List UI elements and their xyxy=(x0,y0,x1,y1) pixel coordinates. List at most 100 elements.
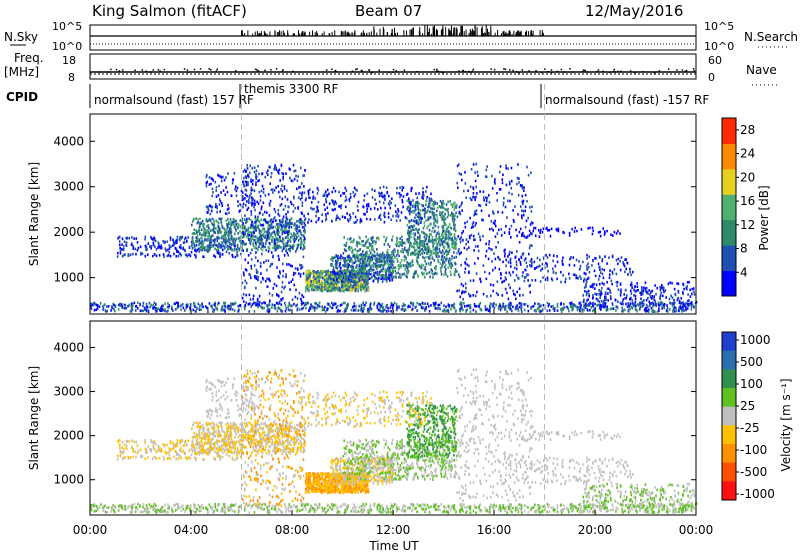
power-point xyxy=(207,309,209,313)
power-point xyxy=(263,230,266,233)
freq-panel: Freq. [MHz] 18 8 60 0 Nave xyxy=(4,51,778,86)
power-point xyxy=(479,307,482,311)
power-point xyxy=(423,221,426,224)
power-point xyxy=(234,301,237,305)
power-point xyxy=(439,199,442,203)
power-point xyxy=(236,186,239,190)
power-point xyxy=(403,308,406,311)
power-point xyxy=(446,215,449,219)
power-point xyxy=(177,301,179,305)
power-point xyxy=(394,250,397,253)
power-point xyxy=(408,230,411,234)
power-point xyxy=(243,168,246,172)
power-point xyxy=(367,286,369,290)
power-point xyxy=(447,200,449,204)
power-point xyxy=(294,250,297,253)
power-point xyxy=(687,304,690,307)
power-point xyxy=(324,287,326,291)
freq-dot xyxy=(684,70,686,73)
power-point xyxy=(202,242,205,245)
power-point xyxy=(456,251,458,255)
power-point xyxy=(217,173,219,177)
power-point xyxy=(397,209,400,213)
power-point xyxy=(403,272,405,276)
power-point xyxy=(336,310,339,313)
power-point xyxy=(289,176,291,180)
power-point xyxy=(446,275,449,278)
power-point xyxy=(90,307,93,311)
power-point xyxy=(370,272,372,276)
power-point xyxy=(229,227,231,231)
power-point xyxy=(438,205,441,208)
power-point xyxy=(363,307,365,311)
power-point xyxy=(191,232,194,236)
power-point xyxy=(604,306,606,309)
power-point xyxy=(272,254,274,258)
power-point xyxy=(163,255,165,258)
power-point xyxy=(299,191,301,195)
power-point xyxy=(305,306,307,310)
power-point xyxy=(348,245,351,249)
power-point xyxy=(423,232,426,235)
power-point xyxy=(378,260,381,264)
power-point xyxy=(405,193,408,197)
power-point xyxy=(403,246,406,250)
power-point xyxy=(453,208,456,212)
power-point xyxy=(422,264,425,267)
power-point xyxy=(562,306,565,310)
power-point xyxy=(428,237,431,241)
power-point xyxy=(296,267,299,270)
power-point xyxy=(353,253,356,257)
power-point xyxy=(277,244,280,248)
power-point xyxy=(241,220,243,223)
power-point xyxy=(495,303,497,307)
power-point xyxy=(295,288,297,292)
power-point xyxy=(317,282,320,286)
power-point xyxy=(432,210,434,214)
power-point xyxy=(657,303,660,307)
power-point xyxy=(338,205,340,208)
power-point xyxy=(397,250,399,254)
power-point xyxy=(303,226,305,229)
power-point xyxy=(321,289,324,293)
power-point xyxy=(424,265,427,269)
power-point xyxy=(315,274,318,277)
power-point xyxy=(241,226,243,230)
power-point xyxy=(561,308,564,311)
power-point xyxy=(499,304,502,307)
freq-dot xyxy=(392,68,395,71)
power-point xyxy=(334,263,337,266)
power-point xyxy=(304,302,307,305)
power-point xyxy=(121,305,124,308)
power-point xyxy=(175,247,177,251)
power-point xyxy=(236,254,238,257)
power-point xyxy=(292,204,295,207)
power-point xyxy=(455,241,457,245)
power-point xyxy=(399,273,401,276)
power-point xyxy=(375,240,377,244)
power-point xyxy=(422,194,425,197)
freq-dot xyxy=(472,68,475,71)
power-point xyxy=(218,227,221,231)
power-point xyxy=(335,202,338,205)
power-point xyxy=(200,234,203,237)
power-point xyxy=(349,275,351,278)
power-point xyxy=(365,277,368,280)
power-point xyxy=(174,241,177,245)
power-point xyxy=(102,305,104,308)
power-point xyxy=(383,213,385,217)
power-point xyxy=(353,304,356,308)
power-point xyxy=(358,235,361,239)
power-point xyxy=(424,246,427,249)
power-point xyxy=(442,230,445,233)
freq-dot xyxy=(107,71,109,73)
power-point xyxy=(307,221,309,224)
power-point xyxy=(443,240,446,244)
power-point xyxy=(405,256,407,260)
power-point xyxy=(296,187,298,191)
power-point xyxy=(175,248,178,252)
power-point xyxy=(310,201,313,204)
power-point xyxy=(167,248,169,252)
power-point xyxy=(117,236,119,240)
power-point xyxy=(198,307,201,311)
